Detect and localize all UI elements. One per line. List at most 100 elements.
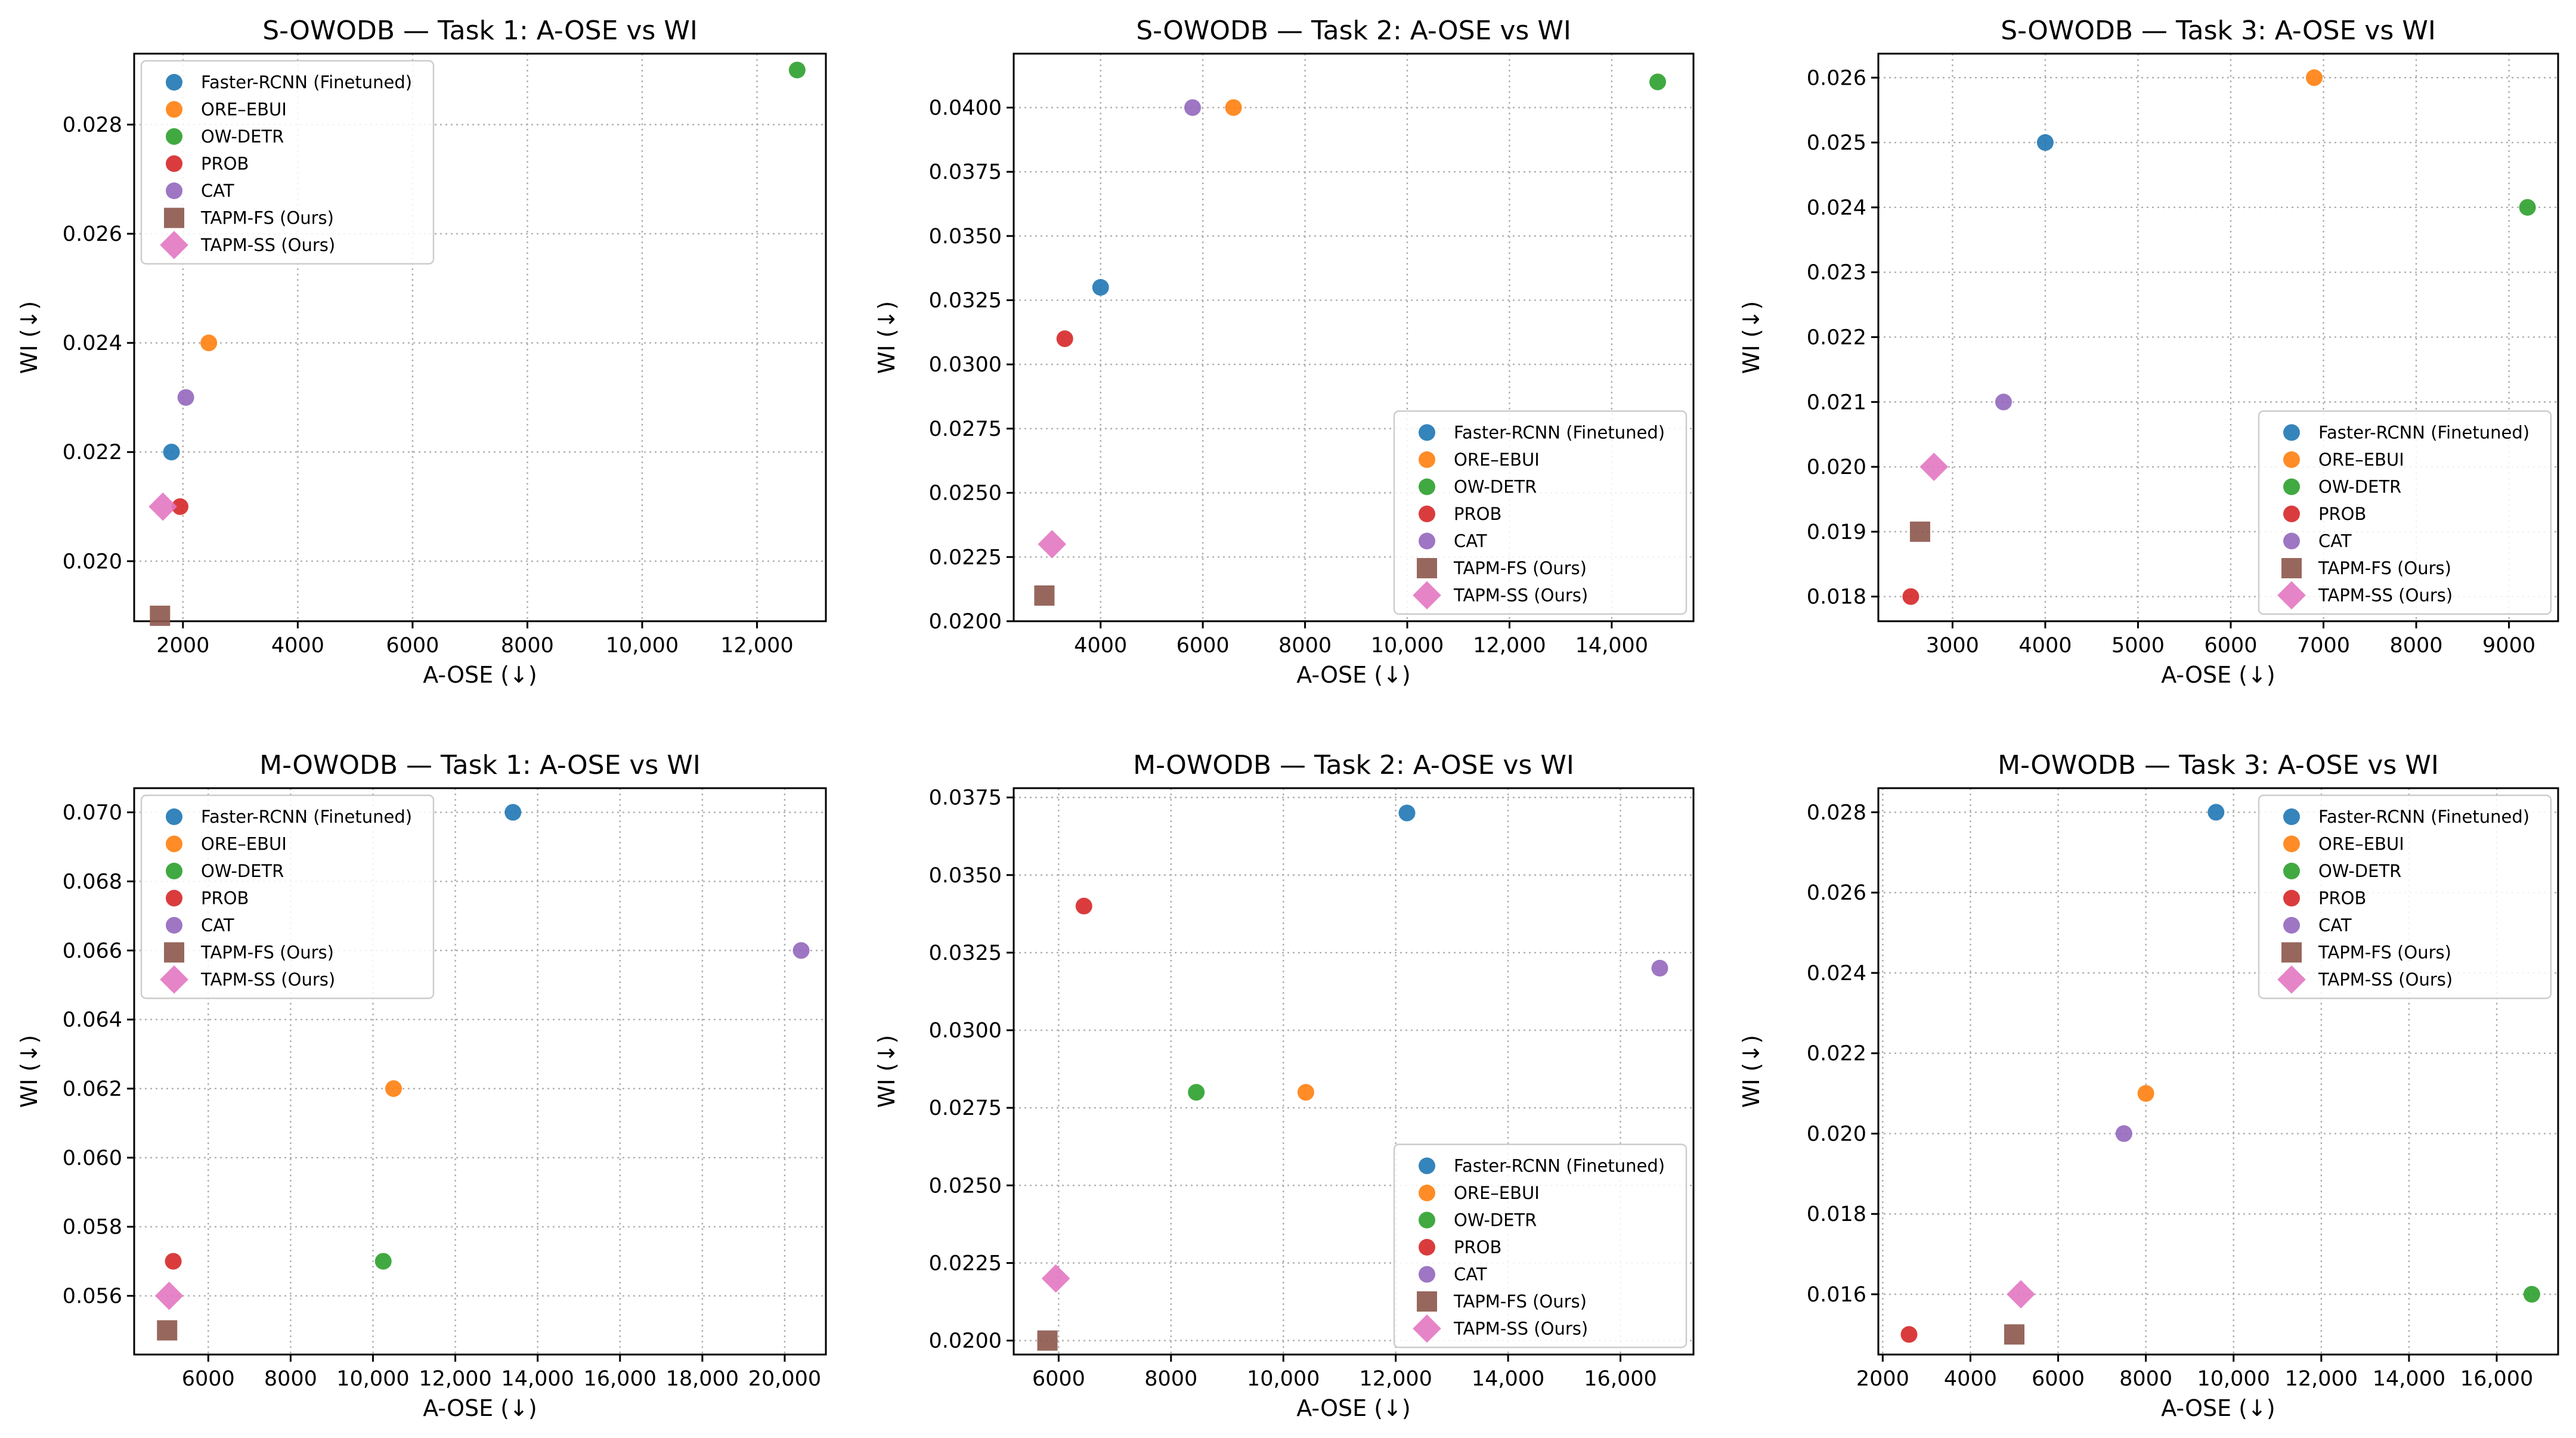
- chart-title: S-OWODB — Task 2: A-OSE vs WI: [1136, 16, 1571, 46]
- y-tick-label: 0.023: [1807, 261, 1866, 285]
- data-point-cat: [792, 942, 810, 959]
- legend-label: OW-DETR: [2318, 477, 2401, 497]
- y-tick-label: 0.0375: [929, 160, 1002, 184]
- data-point-ow-detr: [2519, 199, 2536, 216]
- data-point-ore-ebui: [385, 1080, 402, 1097]
- chart-panel-1: 2000 4000 6000 8000 10,000 12,000 0.020 0.022 0.…: [16, 16, 827, 688]
- y-tick-label: 0.066: [63, 939, 122, 963]
- chart-panel-5: 6000 8000 10,000 12,000 14,000 16,000 0.0200 0.…: [874, 750, 1695, 1421]
- x-tick-label: 3000: [1926, 634, 1979, 658]
- data-point-faster-rcnn-finetuned: [163, 444, 180, 461]
- x-tick-label: 14,000: [1575, 634, 1648, 658]
- x-tick-label: 12,000: [1359, 1367, 1432, 1391]
- x-tick-label: 12,000: [419, 1367, 491, 1391]
- legend: Faster-RCNN (Finetuned) ORE–EBUI OW-DETR PR…: [1393, 410, 1688, 615]
- legend-marker: [166, 182, 182, 199]
- y-tick-label: 0.0325: [929, 289, 1002, 313]
- legend-label: CAT: [1454, 1265, 1487, 1285]
- legend-marker: [1419, 1239, 1435, 1256]
- legend-marker: [1413, 1314, 1441, 1343]
- y-tick-label: 0.0300: [929, 1019, 1002, 1043]
- x-tick-label: 18,000: [666, 1367, 739, 1391]
- legend-label: ORE–EBUI: [1454, 450, 1540, 470]
- y-tick-label: 0.0250: [929, 482, 1002, 506]
- y-axis-label: WI (↓): [16, 1035, 42, 1108]
- legend-marker: [1419, 451, 1435, 468]
- x-tick-label: 4000: [2018, 634, 2072, 658]
- data-point-faster-rcnn-finetuned: [1092, 279, 1109, 296]
- legend-marker: [1419, 1211, 1435, 1229]
- x-tick-label: 14,000: [2373, 1367, 2445, 1391]
- legend-marker: [1419, 424, 1435, 441]
- axes-frame: [133, 787, 827, 1356]
- data-point-ore-ebui: [2137, 1085, 2154, 1102]
- data-point-ow-detr: [788, 61, 806, 79]
- y-tick-label: 0.068: [63, 870, 122, 894]
- y-tick-label: 0.018: [1807, 585, 1866, 609]
- data-point-faster-rcnn-finetuned: [2036, 134, 2054, 151]
- legend-label: TAPM-FS (Ours): [2318, 558, 2451, 578]
- legend-marker: [2283, 890, 2300, 907]
- y-axis-label: WI (↓): [874, 301, 900, 374]
- y-tick-label: 0.026: [1807, 881, 1866, 905]
- legend-label: TAPM-FS (Ours): [1453, 558, 1587, 578]
- legend-marker: [1419, 1266, 1435, 1283]
- y-axis-label: WI (↓): [1738, 1035, 1764, 1108]
- y-tick-label: 0.0400: [929, 96, 1002, 120]
- y-axis-label: WI (↓): [16, 301, 42, 374]
- y-tick-label: 0.026: [1807, 66, 1866, 90]
- legend-label: PROB: [2318, 504, 2366, 524]
- data-point-prob: [1902, 588, 1919, 605]
- legend-label: Faster-RCNN (Finetuned): [2318, 807, 2529, 827]
- data-point-ow-detr: [2523, 1285, 2540, 1303]
- x-tick-label: 9000: [2482, 634, 2535, 658]
- chart-panel-4: 6000 8000 10,000 12,000 14,000 16,000 18,000 20…: [16, 750, 827, 1421]
- y-axis-label: WI (↓): [1738, 301, 1764, 374]
- y-tick-label: 0.0225: [929, 546, 1002, 569]
- legend-label: TAPM-SS (Ours): [2318, 969, 2453, 990]
- legend-frame: [1393, 1143, 1688, 1349]
- legend-marker: [2283, 424, 2300, 441]
- data-point-tapm-ss-ours: [1919, 453, 1949, 481]
- legend-label: ORE–EBUI: [1454, 1183, 1540, 1203]
- data-point-ore-ebui: [1225, 99, 1242, 116]
- data-point-tapm-ss-ours: [2007, 1280, 2035, 1309]
- legend-label: CAT: [201, 181, 234, 201]
- data-point-ow-detr: [1188, 1084, 1205, 1101]
- x-axis-label: A-OSE (↓): [2161, 1395, 2275, 1421]
- data-point-faster-rcnn-finetuned: [1398, 804, 1416, 822]
- x-tick-label: 10,000: [336, 1367, 409, 1391]
- data-point-tapm-fs-ours: [1037, 1330, 1058, 1351]
- x-tick-label: 4000: [271, 634, 324, 658]
- legend-label: PROB: [1454, 1237, 1501, 1257]
- x-tick-label: 8000: [1144, 1367, 1197, 1391]
- y-tick-label: 0.026: [63, 222, 122, 246]
- x-axis-label: A-OSE (↓): [423, 662, 537, 688]
- y-tick-label: 0.0225: [929, 1251, 1002, 1275]
- legend-marker: [2277, 581, 2306, 610]
- data-point-prob: [165, 1253, 182, 1270]
- y-tick-label: 0.056: [63, 1285, 122, 1309]
- legend-label: CAT: [2318, 915, 2352, 935]
- x-axis-label: A-OSE (↓): [1296, 662, 1411, 688]
- legend-marker: [164, 207, 184, 228]
- x-tick-label: 7000: [2297, 634, 2350, 658]
- legend-label: TAPM-FS (Ours): [200, 943, 334, 963]
- legend-marker: [1417, 558, 1437, 578]
- legend-marker: [2283, 506, 2300, 522]
- legend-marker: [2283, 863, 2300, 879]
- legend-label: Faster-RCNN (Finetuned): [201, 807, 412, 827]
- data-point-cat: [177, 389, 194, 406]
- data-point-tapm-fs-ours: [1909, 521, 1930, 542]
- legend-marker: [2281, 558, 2302, 578]
- legend-label: ORE–EBUI: [201, 834, 287, 854]
- x-axis-label: A-OSE (↓): [1296, 1395, 1411, 1421]
- y-tick-label: 0.0375: [929, 786, 1002, 810]
- legend-frame: [2258, 410, 2552, 615]
- y-tick-label: 0.018: [1807, 1203, 1866, 1226]
- legend-marker: [166, 74, 182, 91]
- axes-frame: [133, 52, 827, 622]
- x-tick-label: 2000: [1856, 1367, 1909, 1391]
- y-tick-label: 0.020: [63, 550, 122, 574]
- y-tick-label: 0.0200: [929, 1329, 1002, 1353]
